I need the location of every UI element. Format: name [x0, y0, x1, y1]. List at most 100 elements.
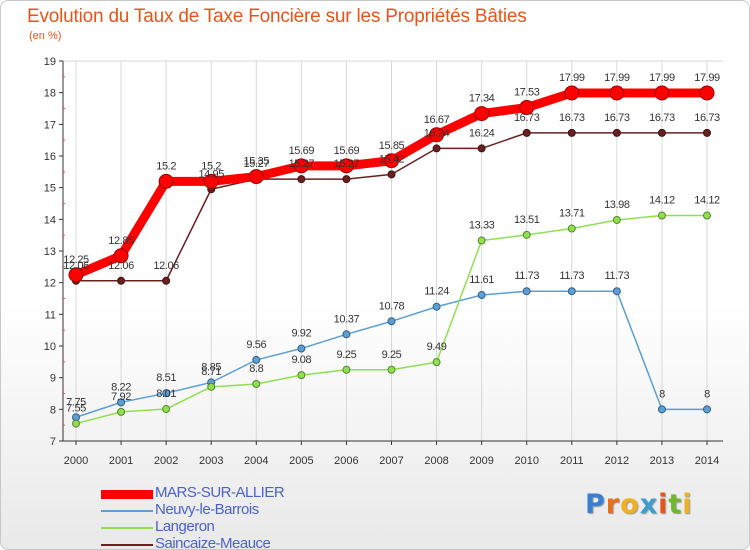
data-label: 16.73 — [649, 112, 675, 124]
data-label: 10.78 — [379, 300, 405, 312]
data-label: 14.95 — [198, 168, 224, 180]
y-tick-label: 9 — [50, 373, 56, 385]
data-point — [117, 407, 126, 416]
data-point — [612, 287, 621, 296]
data-point — [162, 276, 171, 285]
data-point — [703, 211, 711, 220]
x-tick-label: 2010 — [514, 455, 538, 467]
legend-swatch — [101, 510, 153, 512]
data-label: 17.34 — [469, 93, 495, 105]
data-label: 16.73 — [559, 112, 585, 124]
y-tick-label: 16 — [44, 151, 56, 163]
line-chart: 7 8 9 10 11 12 13 14 15 16 17 18 19 2000 2001 2002 2003 2… — [44, 56, 723, 467]
data-point — [297, 344, 306, 353]
data-label: 7.75 — [66, 396, 86, 408]
data-point — [612, 215, 621, 224]
data-label: 8 — [659, 388, 665, 400]
data-point — [477, 144, 486, 153]
data-point — [432, 144, 441, 153]
data-label: 16.24 — [424, 127, 450, 139]
data-label: 16.67 — [424, 114, 450, 126]
data-point — [432, 358, 441, 367]
legend-swatch — [101, 527, 153, 529]
data-label: 9.49 — [427, 341, 447, 353]
data-point — [207, 382, 216, 391]
x-tick-label: 2003 — [199, 455, 223, 467]
data-label: 14.12 — [649, 195, 675, 207]
data-point — [609, 85, 625, 101]
logo-letter: P — [585, 489, 606, 520]
data-point — [519, 100, 535, 116]
y-tick-label: 18 — [44, 88, 56, 100]
data-point — [522, 230, 531, 239]
data-point — [113, 248, 129, 264]
data-point — [72, 419, 80, 428]
legend-label: Saincaize-Meauce — [155, 535, 271, 550]
data-label: 17.99 — [559, 72, 585, 84]
x-tick-label: 2007 — [379, 455, 403, 467]
data-point — [612, 128, 621, 137]
x-tick-label: 2008 — [424, 455, 448, 467]
data-label: 7.92 — [111, 391, 131, 403]
data-point — [342, 175, 351, 184]
data-label: 15.69 — [334, 145, 360, 157]
data-label: 8.22 — [111, 381, 131, 393]
data-point — [384, 153, 399, 169]
data-point — [564, 85, 580, 101]
data-point — [522, 287, 531, 296]
data-label: 8.01 — [156, 388, 176, 400]
data-label: 13.71 — [559, 208, 585, 220]
data-label: 17.99 — [694, 72, 720, 84]
data-label: 8.85 — [201, 361, 221, 373]
data-point — [387, 365, 396, 374]
data-point — [657, 211, 666, 220]
x-tick-label: 2012 — [605, 455, 629, 467]
proxiti-logo: Proxiti — [585, 489, 693, 520]
x-tick-label: 2011 — [560, 455, 584, 467]
y-tick-label: 14 — [44, 214, 56, 226]
data-point — [567, 287, 576, 296]
data-point — [567, 128, 576, 137]
data-label: 12.25 — [63, 254, 89, 266]
data-label: 15.2 — [201, 160, 221, 172]
data-label: 8.51 — [156, 372, 176, 384]
data-point — [203, 173, 219, 189]
data-point — [248, 169, 264, 185]
data-label: 7.55 — [66, 403, 86, 415]
data-label: 8.8 — [249, 363, 263, 375]
y-tick-label: 10 — [44, 341, 56, 353]
y-tick-label: 19 — [44, 56, 56, 68]
data-label: 15.27 — [244, 158, 270, 170]
data-point — [297, 175, 306, 184]
y-tick-label: 15 — [44, 183, 56, 195]
data-label: 13.98 — [604, 199, 630, 211]
legend-swatch — [101, 544, 153, 546]
x-tick-label: 2013 — [650, 455, 674, 467]
data-label: 11.61 — [469, 274, 494, 286]
data-point — [338, 158, 354, 174]
y-tick-label: 7 — [50, 436, 56, 448]
x-tick-label: 2001 — [109, 455, 133, 467]
data-label: 14.12 — [694, 195, 720, 207]
data-label: 9.25 — [337, 349, 357, 361]
x-tick-label: 2006 — [334, 455, 358, 467]
data-label: 17.99 — [604, 72, 630, 84]
data-label: 11.73 — [514, 270, 539, 282]
data-point — [432, 302, 441, 311]
data-point — [477, 291, 486, 300]
data-label: 12.06 — [153, 260, 179, 272]
data-label: 15.85 — [379, 140, 405, 152]
y-tick-label: 11 — [45, 309, 56, 321]
data-label: 15.35 — [244, 156, 270, 168]
y-tick-label: 12 — [44, 278, 56, 290]
logo-letter: x — [639, 489, 659, 520]
data-point — [117, 398, 126, 407]
data-label: 9.92 — [291, 328, 311, 340]
x-tick-label: 2005 — [289, 455, 313, 467]
data-point — [162, 389, 171, 398]
data-point — [429, 127, 445, 143]
data-label: 16.24 — [469, 127, 495, 139]
data-point — [117, 276, 126, 285]
data-label: 12.85 — [108, 235, 134, 247]
